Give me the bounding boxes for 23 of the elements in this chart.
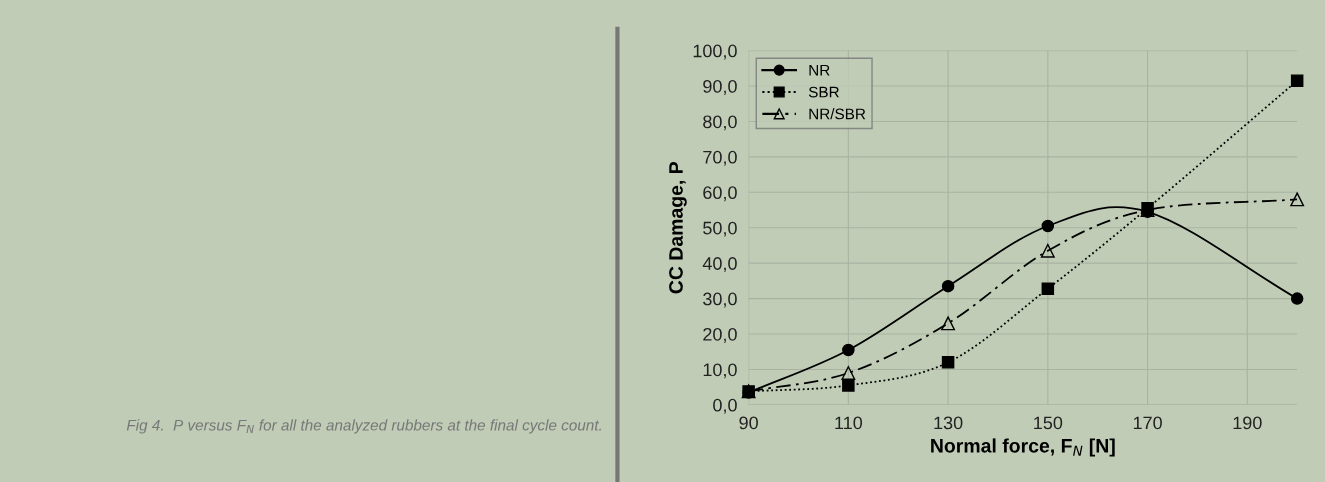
x-tick-label: 110 — [835, 416, 863, 430]
x-tick-label: 130 — [934, 416, 963, 430]
y-tick-label: 60,0 — [703, 186, 737, 202]
y-tick-label: 100,0 — [693, 44, 737, 60]
legend-label: SBR — [808, 86, 839, 98]
legend-label: NR/SBR — [809, 108, 866, 120]
y-tick-label: 70,0 — [703, 150, 737, 166]
y-tick-label: 10,0 — [703, 363, 737, 379]
x-tick-label: 90 — [739, 416, 758, 430]
y-tick-label: 0,0 — [713, 398, 737, 414]
y-tick-label: 90,0 — [703, 79, 737, 95]
y-axis-title: CC Damage, P — [669, 161, 687, 294]
y-tick-label: 30,0 — [703, 292, 737, 308]
y-tick-label: 40,0 — [702, 257, 737, 273]
x-tick-label: 190 — [1233, 416, 1262, 430]
x-tick-label: 150 — [1034, 416, 1063, 430]
y-tick-label: 80,0 — [703, 115, 737, 131]
y-tick-label: 50,0 — [703, 221, 737, 237]
y-tick-label: 20,0 — [703, 327, 737, 343]
caption: Fig 4. P versus F$_{N}$ for all the analyzed rubbers at the final cycle count. — [126, 419, 601, 434]
x-axis-title: Normal force, F$_{N}$ [N] — [931, 438, 1115, 457]
x-tick-label: 170 — [1133, 416, 1162, 430]
legend-label: NR — [809, 64, 830, 76]
